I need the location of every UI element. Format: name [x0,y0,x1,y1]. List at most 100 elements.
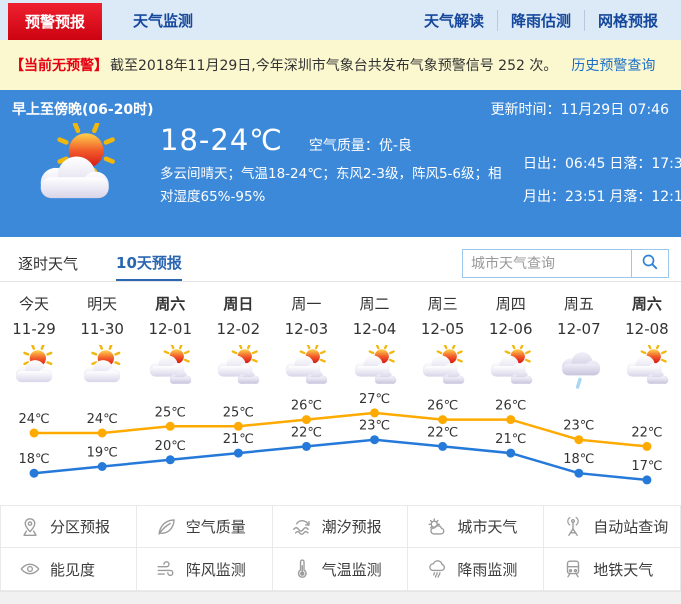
svg-text:26℃: 26℃ [495,399,526,414]
tab-weather-monitor[interactable]: 天气监测 [133,11,194,30]
weather-icon-cloudy [409,341,477,393]
quick-link-leaf[interactable]: 空气质量 [136,506,273,548]
svg-text:25℃: 25℃ [223,405,254,420]
day-date: 11-30 [80,320,124,338]
day-label: 周六 [631,295,662,313]
sunset-time: 日落：17:38 [609,156,681,172]
nav-link-1[interactable]: 降雨估测 [496,9,584,31]
weather-icon-sun-cloud [68,341,136,393]
svg-text:24℃: 24℃ [87,412,118,427]
city-search-input[interactable] [462,249,632,278]
day-label: 周四 [495,295,526,313]
svg-text:24℃: 24℃ [18,412,49,427]
temperature-chart: 24℃ 24℃ 25℃ 25℃ 26℃ 27℃ 26℃ 26℃ 23℃ 22℃ 18℃ 19℃ 20℃ 2… [18,392,663,485]
tab-hourly-weather[interactable]: 逐时天气 [18,255,79,273]
forecast-day-column: 周三 12-05 [409,292,477,393]
day-date: 12-02 [216,320,261,338]
quick-link-thermometer[interactable]: 气温监测 [272,548,409,590]
day-date: 12-04 [352,320,397,338]
quick-link-map-pin[interactable]: 分区预报 [1,506,137,548]
search-button[interactable] [631,249,669,278]
nav-link-0[interactable]: 天气解读 [423,11,484,30]
weather-icon-rain [545,341,613,393]
quick-link-wind[interactable]: 阵风监测 [136,548,273,590]
weather-icon-cloudy [477,341,545,393]
bottom-strip [0,591,681,604]
air-quality: 空气质量：优-良 [308,138,412,154]
quick-links-grid: 分区预报 空气质量 潮汐预报 城市天气 自动站查询 能见度 阵风监测 气温监测 … [0,505,681,591]
day-label: 周二 [359,295,390,313]
svg-text:23℃: 23℃ [563,419,594,434]
top-nav: 预警预报 天气监测 天气解读 降雨估测 网格预报 [0,0,681,40]
eye-icon [19,558,41,580]
rain-monitor-icon [426,558,448,580]
day-date: 12-08 [625,320,669,338]
metro-icon [562,558,584,580]
weather-description: 多云间晴天；气温18-24℃；东风2-3级，阵风5-6级；相对湿度65%-95% [160,166,502,205]
forecast-day-column: 周日 12-02 [204,292,272,393]
day-date: 12-01 [148,320,193,338]
wind-icon [155,558,177,580]
quick-link-metro[interactable]: 地铁天气 [544,548,680,590]
forecast-day-column: 周六 12-08 [613,292,681,393]
weather-icon-cloudy [136,341,204,393]
quick-link-station[interactable]: 自动站查询 [544,506,680,548]
day-label: 周一 [291,295,322,313]
forecast-day-column: 今天 11-29 [0,292,68,393]
weather-icon-cloudy [272,341,340,393]
sun-moon-times: 日出：06:45 日落：17:38 月出：23:51 月落：12:12 [523,153,681,215]
day-label: 周五 [563,295,594,313]
forecast-day-column: 周五 12-07 [545,292,613,393]
current-weather-panel: 早上至傍晚(06-20时) 更新时间：11月29日 07:46 18-24℃ 空… [0,90,681,237]
day-date: 11-29 [12,320,56,338]
map-pin-icon [19,516,41,538]
weather-icon-sun-cloud [0,341,68,393]
quick-link-wave[interactable]: 潮汐预报 [272,506,409,548]
thermometer-icon [291,558,313,580]
svg-text:18℃: 18℃ [563,452,594,467]
alert-status-badge: 【当前无预警】 [10,58,108,74]
svg-text:22℃: 22℃ [631,425,662,440]
svg-text:26℃: 26℃ [427,399,458,414]
day-date: 12-07 [557,320,601,338]
forecast-day-column: 周六 12-01 [136,292,204,393]
station-icon [562,516,584,538]
svg-text:21℃: 21℃ [495,432,526,447]
tab-ten-day-forecast[interactable]: 10天预报 [116,246,182,281]
leaf-icon [155,516,177,538]
tab-warning-forecast[interactable]: 预警预报 [8,3,103,40]
quick-link-rain-monitor[interactable]: 降雨监测 [408,548,545,590]
forecast-tab-bar: 逐时天气 10天预报 [0,246,681,282]
day-label: 今天 [19,295,50,313]
quick-link-eye[interactable]: 能见度 [1,548,137,590]
weather-icon-cloudy [613,341,681,393]
moonset-time: 月落：12:12 [609,189,681,205]
search-icon [640,252,660,276]
day-label: 明天 [87,295,118,313]
weather-icon-cloudy [204,341,272,393]
svg-text:22℃: 22℃ [291,425,322,440]
update-time: 更新时间：11月29日 07:46 [490,102,669,118]
svg-text:18℃: 18℃ [18,452,49,467]
weather-icon-cloudy [340,341,408,393]
history-warning-link[interactable]: 历史预警查询 [571,58,656,74]
svg-text:20℃: 20℃ [155,439,186,454]
forecast-day-column: 明天 11-30 [68,292,136,393]
svg-text:21℃: 21℃ [223,432,254,447]
svg-text:19℃: 19℃ [87,446,118,461]
day-date: 12-05 [420,320,465,338]
svg-text:25℃: 25℃ [155,405,186,420]
current-weather-icon [26,121,134,215]
forecast-day-column: 周一 12-03 [272,292,340,393]
city-search [462,249,669,278]
alert-bar: 【当前无预警】 截至2018年11月29日,今年深圳市气象台共发布气象预警信号 … [0,40,681,90]
temperature-range: 18-24℃ [160,123,283,157]
nav-link-2[interactable]: 网格预报 [583,9,671,31]
svg-text:27℃: 27℃ [359,393,390,407]
alert-text: 截至2018年11月29日,今年深圳市气象台共发布气象预警信号 252 次。 [110,58,558,74]
svg-text:22℃: 22℃ [427,425,458,440]
quick-link-city-weather[interactable]: 城市天气 [408,506,545,548]
sunrise-time: 日出：06:45 [523,156,606,172]
day-date: 12-06 [488,320,533,338]
